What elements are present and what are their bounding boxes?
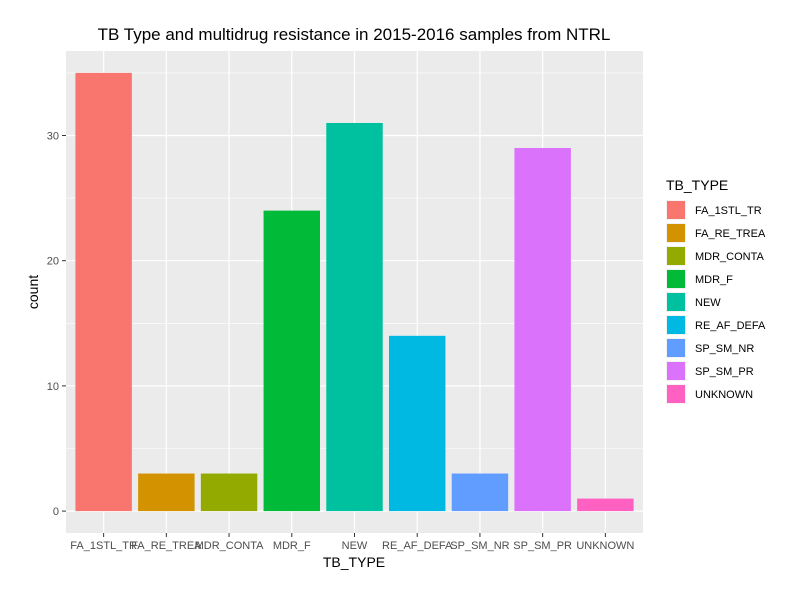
bar-new — [326, 122, 383, 512]
y-tick-label: 0 — [53, 506, 59, 518]
legend-label: SP_SM_PR — [695, 366, 754, 378]
legend-label: MDR_CONTA — [695, 251, 765, 263]
legend-label: FA_1STL_TR — [695, 205, 762, 217]
bar-unknown — [577, 498, 634, 512]
y-tick-label: 10 — [47, 381, 59, 393]
y-axis: 0 10 20 30 — [47, 131, 66, 518]
bar-re-af-defa — [388, 335, 446, 512]
x-tick-label: MDR_CONTA — [195, 540, 265, 552]
x-tick-label: FA_RE_TREA — [131, 540, 202, 552]
x-tick-label: SP_SM_NR — [450, 540, 509, 552]
x-tick-label: RE_AF_DEFA — [382, 540, 453, 552]
legend-swatch — [667, 362, 685, 380]
x-axis-title: TB_TYPE — [323, 554, 385, 570]
legend-title: TB_TYPE — [666, 177, 728, 193]
bar-mdr-conta — [200, 473, 258, 512]
x-tick-label: FA_1STL_TR — [70, 540, 137, 552]
legend-label: FA_RE_TREA — [695, 228, 766, 240]
legend-swatch — [667, 224, 685, 242]
x-tick-label: NEW — [342, 540, 368, 552]
legend-swatch — [667, 316, 685, 334]
y-axis-title: count — [25, 275, 41, 309]
legend-label: UNKNOWN — [695, 389, 753, 401]
legend-label: NEW — [695, 297, 721, 309]
legend-swatch — [667, 201, 685, 219]
bar-sp-sm-pr — [514, 148, 571, 512]
x-tick-label: UNKNOWN — [576, 540, 634, 552]
chart-title: TB Type and multidrug resistance in 2015… — [98, 25, 611, 44]
legend-label: SP_SM_NR — [695, 343, 754, 355]
bar-mdr-f — [263, 210, 321, 512]
legend: TB_TYPE FA_1STL_TR FA_RE_TREA MDR_CONTA MDR… — [666, 177, 766, 404]
legend-label: RE_AF_DEFA — [695, 320, 766, 332]
bar-sp-sm-nr — [451, 473, 509, 512]
legend-label: MDR_F — [695, 274, 733, 286]
legend-swatch — [667, 247, 685, 265]
bar-fa-re-trea — [138, 473, 195, 512]
legend-swatch — [667, 293, 685, 311]
y-tick-label: 30 — [47, 131, 59, 143]
x-tick-label: MDR_F — [273, 540, 311, 552]
legend-swatch — [667, 270, 685, 288]
legend-swatch — [667, 385, 685, 403]
legend-swatch — [667, 339, 685, 357]
y-tick-label: 20 — [47, 256, 59, 268]
bars — [75, 72, 634, 512]
x-tick-label: SP_SM_PR — [513, 540, 572, 552]
bar-fa-1stl-tr — [75, 72, 132, 512]
